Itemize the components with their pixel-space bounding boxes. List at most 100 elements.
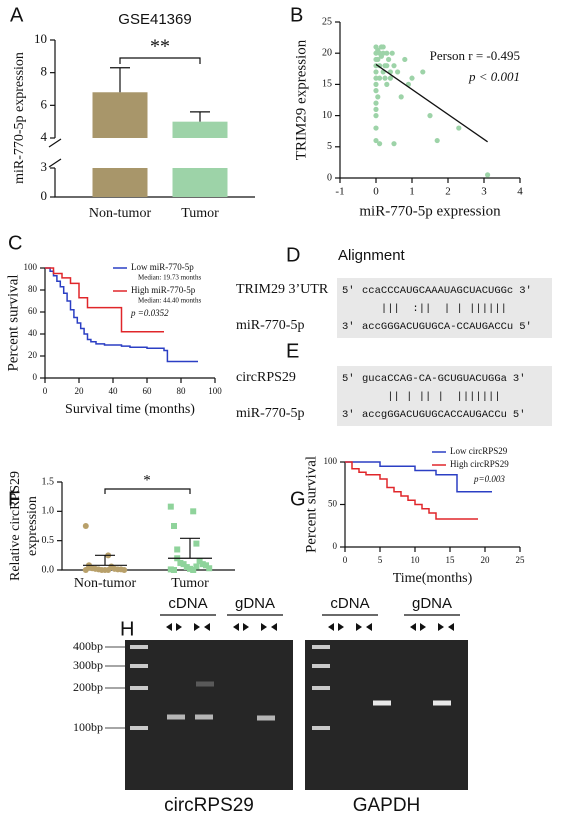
survival-curve: [345, 461, 478, 520]
y-tick-label: 4: [41, 129, 48, 144]
x-axis-label: Time(months): [393, 571, 473, 586]
x-tick-label: 4: [517, 186, 523, 198]
point: [373, 125, 379, 131]
error-bar: [110, 67, 130, 93]
point: [373, 100, 379, 106]
point: [434, 137, 440, 144]
point: [183, 564, 190, 571]
point: [196, 558, 203, 565]
legend-note: Median: 44.40 months: [138, 297, 201, 305]
gel-label: circRPS29: [164, 795, 254, 816]
x-tick-label: 3: [481, 186, 487, 198]
x-tick-label: 20: [481, 555, 491, 565]
primer-arrows: [356, 623, 372, 631]
chart-title: GSE41369: [118, 11, 191, 28]
point: [193, 563, 200, 570]
sequence-label: miR-770-5p: [236, 406, 304, 421]
point: [380, 50, 386, 56]
panel-label: A: [10, 4, 24, 26]
ladder-band: [130, 664, 148, 668]
y-tick-label: 80: [28, 284, 38, 294]
point: [391, 141, 397, 147]
point: [167, 503, 174, 510]
lane-group: gDNA: [235, 595, 275, 612]
x-tick-label: 5: [378, 555, 383, 565]
point: [190, 508, 197, 515]
gel-band: [196, 681, 214, 687]
point: [420, 69, 426, 75]
gel-band: [373, 700, 391, 706]
point: [373, 137, 379, 144]
bar: [172, 121, 228, 138]
sequence-label: TRIM29 3’UTR: [236, 282, 329, 297]
prime-end: 5': [342, 285, 355, 297]
prime-end: 5': [342, 373, 355, 385]
legend-label: High miR-770-5p: [131, 285, 196, 295]
y-tick-label: 0: [327, 172, 332, 183]
gel-image: [305, 640, 468, 790]
gel-band: [257, 715, 275, 721]
ladder-band: [130, 645, 148, 649]
trend-line: [375, 63, 488, 143]
y-tick-label: 6: [41, 96, 48, 111]
point: [108, 563, 115, 570]
point: [386, 56, 392, 63]
prime-end: 3': [519, 285, 532, 297]
point: [375, 56, 381, 63]
ladder-label: 100bp: [73, 720, 103, 734]
y-tick-label: 8: [41, 64, 48, 79]
point: [199, 561, 206, 568]
x-tick-label: 0: [343, 555, 348, 565]
x-tick-label: 1: [409, 186, 415, 198]
ladder-label: 400bp: [73, 639, 103, 653]
survival-curve: [345, 461, 492, 493]
sd-bar: [180, 537, 200, 559]
x-axis-label: Survival time (months): [65, 402, 195, 417]
x-tick-label: Tumor: [171, 576, 209, 591]
section-title: Alignment: [338, 247, 406, 264]
point: [86, 564, 92, 571]
y-tick-label: 1.0: [42, 506, 55, 517]
y-tick-label: 100: [24, 262, 38, 272]
significance-bracket: [104, 488, 191, 494]
point: [193, 540, 200, 547]
point: [373, 69, 379, 75]
axis-break: [48, 138, 62, 168]
y-axis-label: Relative circRPS29: [8, 471, 23, 581]
point: [187, 565, 193, 572]
point: [206, 565, 213, 572]
lane-group: cDNA: [330, 595, 369, 612]
bar-base: [92, 168, 148, 197]
y-tick-label: 20: [28, 350, 38, 360]
y-tick-label: 3: [41, 159, 48, 174]
point: [203, 562, 209, 569]
primer-arrows: [194, 623, 210, 631]
x-tick-label: 25: [516, 555, 526, 565]
y-axis-label: TRIM29 expression: [293, 39, 309, 160]
x-axis-label: miR-770-5p expression: [359, 203, 501, 219]
y-tick-label: 0: [33, 372, 38, 382]
sequence: accgGGACUGUGCACCAUGACCu: [362, 409, 507, 421]
legend-label: Low circRPS29: [450, 446, 508, 456]
panel-label: E: [286, 340, 299, 362]
panel-label: H: [120, 618, 134, 640]
primer-arrows: [166, 623, 182, 631]
annotation: p =0.0352: [130, 308, 169, 318]
legend-note: Median: 19.73 months: [138, 274, 201, 282]
ladder-label: 200bp: [73, 680, 103, 694]
x-tick-label: 80: [177, 386, 187, 396]
panel-label: B: [290, 4, 303, 26]
x-tick-label: 40: [109, 386, 119, 396]
annotation: p < 0.001: [468, 69, 520, 84]
x-tick-label: -1: [335, 186, 344, 198]
point: [427, 113, 433, 119]
ladder-band: [130, 686, 148, 690]
y-tick-label: 100: [324, 456, 338, 466]
ladder-band: [312, 645, 330, 649]
significance: **: [150, 36, 170, 58]
point: [177, 559, 184, 566]
panel-label: F: [8, 488, 20, 510]
primer-arrows: [410, 623, 426, 631]
y-tick-label: 60: [28, 306, 38, 316]
primer-arrows: [261, 623, 277, 631]
